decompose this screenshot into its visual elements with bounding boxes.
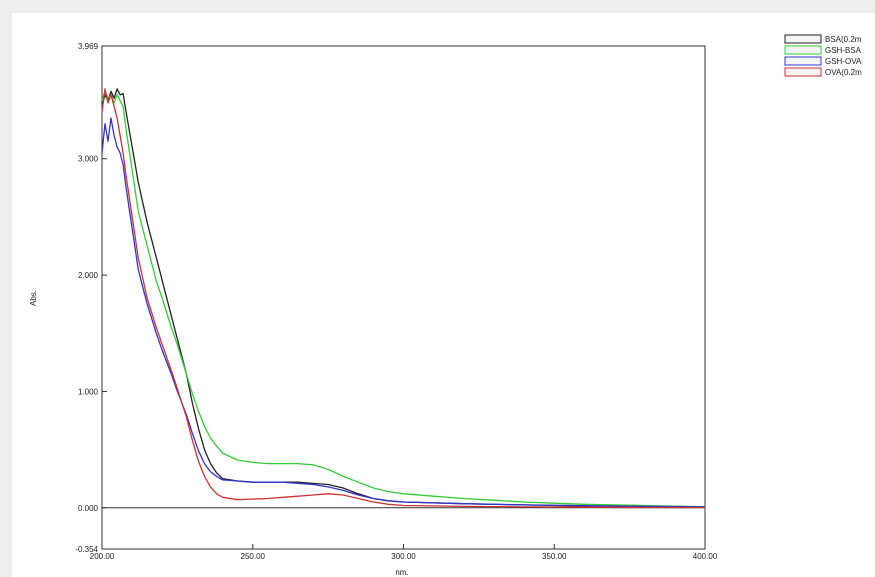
series-line-0: [101, 88, 706, 508]
series-group: [101, 88, 706, 509]
x-tick-label: 350.00: [542, 552, 567, 561]
legend-label-3: OVA(0.2m: [825, 68, 862, 77]
x-tick-label: 300.00: [391, 552, 416, 561]
x-tick-label: 250.00: [241, 552, 266, 561]
y-tick-label: 2.000: [78, 271, 99, 280]
chart-frame: 200.00 250.00 300.00 350.00 400.00 3.969 3.000…: [12, 13, 875, 577]
y-tick-label: 1.000: [78, 387, 99, 396]
series-line-1: [101, 90, 706, 508]
uv-absorbance-chart: 200.00 250.00 300.00 350.00 400.00 3.969 3.000…: [29, 34, 862, 577]
x-tick-label: 400.00: [693, 552, 718, 561]
y-tick-label: 3.969: [78, 42, 99, 51]
legend-swatch-1: [784, 45, 822, 55]
y-tick-label: -0.354: [75, 545, 98, 554]
legend-swatch-0: [784, 34, 822, 44]
legend-swatch-2: [784, 56, 822, 66]
series-line-3: [101, 88, 706, 509]
y-axis-title: Abs.: [29, 290, 38, 306]
y-tick-label: 3.000: [78, 155, 99, 164]
plot-area: [101, 45, 706, 550]
y-tick-label: 0.000: [78, 504, 99, 513]
x-tick-label: 200.00: [90, 552, 115, 561]
legend: BSA(0.2m GSH-BSA GSH-OVA OVA(0.2m: [784, 34, 862, 77]
legend-label-2: GSH-OVA: [825, 57, 862, 66]
series-line-2: [101, 117, 706, 508]
axis-ticks: 200.00 250.00 300.00 350.00 400.00 3.969 3.000…: [75, 42, 717, 561]
plot-border: [101, 45, 706, 550]
x-axis-title: nm.: [395, 568, 408, 577]
legend-swatch-3: [784, 67, 822, 77]
legend-label-1: GSH-BSA: [825, 46, 862, 55]
legend-label-0: BSA(0.2m: [825, 35, 862, 44]
